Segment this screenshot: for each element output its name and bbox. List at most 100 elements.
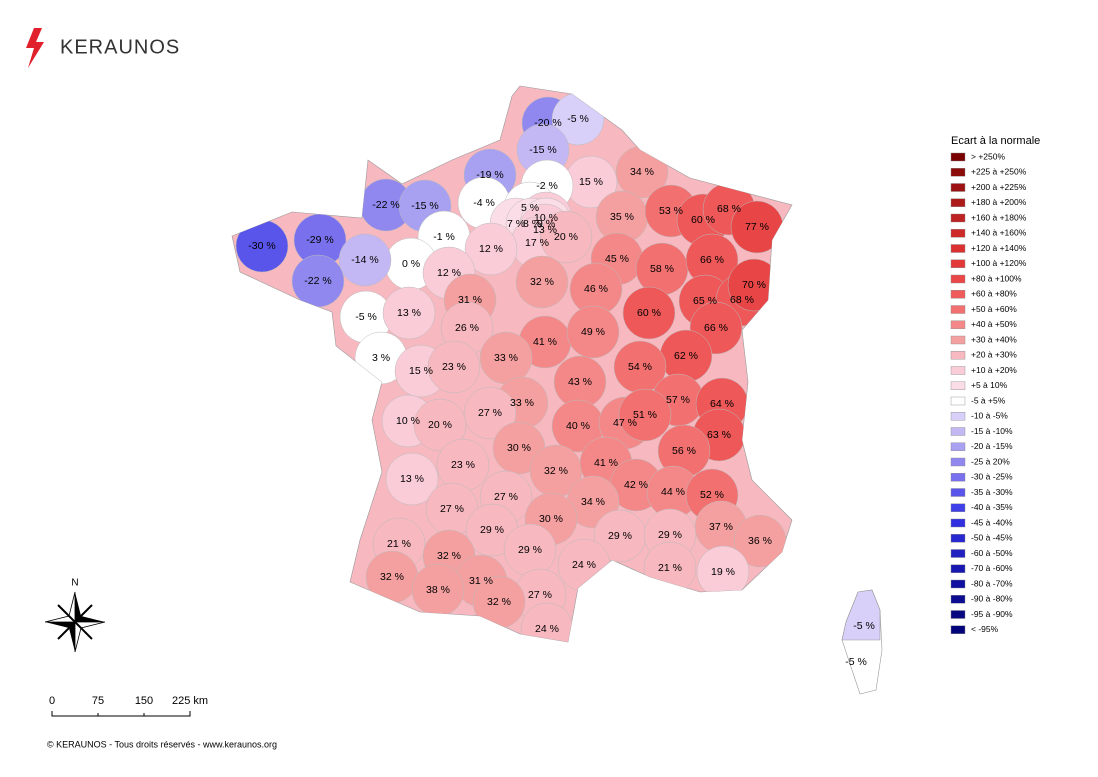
department-label: 13 %: [533, 224, 557, 236]
department-label: -5 %: [845, 656, 867, 668]
department-label: 5 %: [521, 202, 539, 214]
legend-swatch: [950, 213, 966, 223]
legend-label: -10 à -5%: [971, 411, 1008, 421]
department-label: 34 %: [630, 166, 654, 178]
legend-label: +80 à +100%: [971, 273, 1022, 283]
department-label: 26 %: [455, 322, 479, 334]
department-label: -1 %: [433, 231, 455, 243]
department-area: [618, 388, 672, 442]
legend-label: +180 à +200%: [971, 197, 1027, 207]
department-label: 62 %: [674, 350, 698, 362]
department-label: 20 %: [428, 419, 452, 431]
department-area: [464, 222, 518, 276]
compass: N: [44, 578, 106, 653]
department-label: 51 %: [633, 409, 657, 421]
department-label: 20 %: [554, 231, 578, 243]
legend-label: +20 à +30%: [971, 350, 1017, 360]
legend-label: +50 à +60%: [971, 304, 1017, 314]
department-label: 0 %: [402, 258, 420, 270]
legend-label: -20 à -15%: [971, 441, 1013, 451]
department-label: 32 %: [437, 550, 461, 562]
department-label: 46 %: [584, 283, 608, 295]
department-label: 49 %: [581, 326, 605, 338]
scale-line: [51, 711, 191, 717]
legend-swatch: [950, 595, 966, 604]
legend: Ecart à la normale > +250% +225 à +250% +2…: [950, 135, 1040, 634]
department-label: 31 %: [469, 575, 493, 587]
legend-swatch: [950, 351, 966, 360]
department-label: 34 %: [581, 496, 605, 508]
legend-swatch: [950, 183, 966, 192]
department-label: 24 %: [572, 559, 596, 571]
department-label: 29 %: [608, 530, 632, 542]
department-label: 27 %: [440, 503, 464, 515]
legend-label: +30 à +40%: [971, 334, 1017, 344]
legend-label: -15 à -10%: [971, 426, 1013, 436]
department-area: [566, 305, 620, 359]
legend-swatch: [950, 518, 966, 528]
department-label: 60 %: [637, 307, 661, 319]
scale-label: 0: [49, 695, 55, 707]
department-label: 66 %: [700, 254, 724, 266]
department-label: -15 %: [529, 144, 556, 156]
legend-label: -5 à +5%: [971, 395, 1006, 405]
department-label: 32 %: [487, 596, 511, 608]
department-label: 45 %: [605, 253, 629, 265]
department-label: 21 %: [387, 538, 411, 550]
legend-swatch: [950, 152, 966, 162]
legend-swatch: [950, 290, 966, 299]
department-label: 42 %: [624, 479, 648, 491]
department-area: [463, 386, 517, 440]
legend-label: +225 à +250%: [971, 167, 1027, 177]
department-label: -5 %: [853, 620, 875, 632]
legend-swatch: [950, 198, 966, 207]
department-label: 27 %: [528, 589, 552, 601]
legend-label: +40 à +50%: [971, 319, 1017, 329]
legend-label: -70 à -60%: [971, 563, 1013, 573]
department-label: 64 %: [710, 398, 734, 410]
legend-label: -80 à -70%: [971, 578, 1013, 588]
legend-swatch: [950, 473, 966, 482]
departments: [235, 92, 787, 642]
legend-swatch: [950, 305, 966, 314]
department-label: 53 %: [659, 205, 683, 217]
legend-swatch: [950, 366, 966, 375]
department-label: 65 %: [693, 295, 717, 307]
logo-bolt: [26, 28, 44, 68]
corsica-north: [841, 589, 881, 641]
department-label: 3 %: [372, 352, 390, 364]
department-area: [427, 340, 481, 394]
department-label: 30 %: [507, 442, 531, 454]
department-label: -2 %: [536, 180, 558, 192]
department-area: [539, 210, 593, 264]
legend-label: > +250%: [971, 151, 1005, 161]
department-label: 33 %: [510, 397, 534, 409]
legend-label: -45 à -40%: [971, 517, 1013, 527]
department-label: 24 %: [535, 623, 559, 635]
department-area: [413, 398, 467, 452]
department-label: 8 %: [523, 218, 541, 230]
department-label: 21 %: [658, 562, 682, 574]
compass-star-light: [44, 591, 106, 653]
department-area: [382, 286, 436, 340]
department-label: -14 %: [351, 254, 378, 266]
department-label: 29 %: [658, 529, 682, 541]
department-label: 38 %: [426, 584, 450, 596]
department-label: 36 %: [748, 535, 772, 547]
department-label: 60 %: [691, 214, 715, 226]
department-label: 29 %: [518, 544, 542, 556]
department-area: [622, 286, 676, 340]
department-label: 32 %: [380, 571, 404, 583]
legend-swatch: [950, 579, 966, 589]
department-label: 37 %: [709, 521, 733, 533]
legend-label: -40 à -35%: [971, 502, 1013, 512]
department-label: 52 %: [700, 489, 724, 501]
legend-label: +160 à +180%: [971, 212, 1027, 222]
legend-label: -90 à -80%: [971, 594, 1013, 604]
legend-label: +5 à 10%: [971, 380, 1008, 390]
scale-label: 75: [92, 695, 104, 707]
department-label: 27 %: [478, 407, 502, 419]
department-area: [385, 452, 439, 506]
legend-swatch: [950, 427, 966, 436]
